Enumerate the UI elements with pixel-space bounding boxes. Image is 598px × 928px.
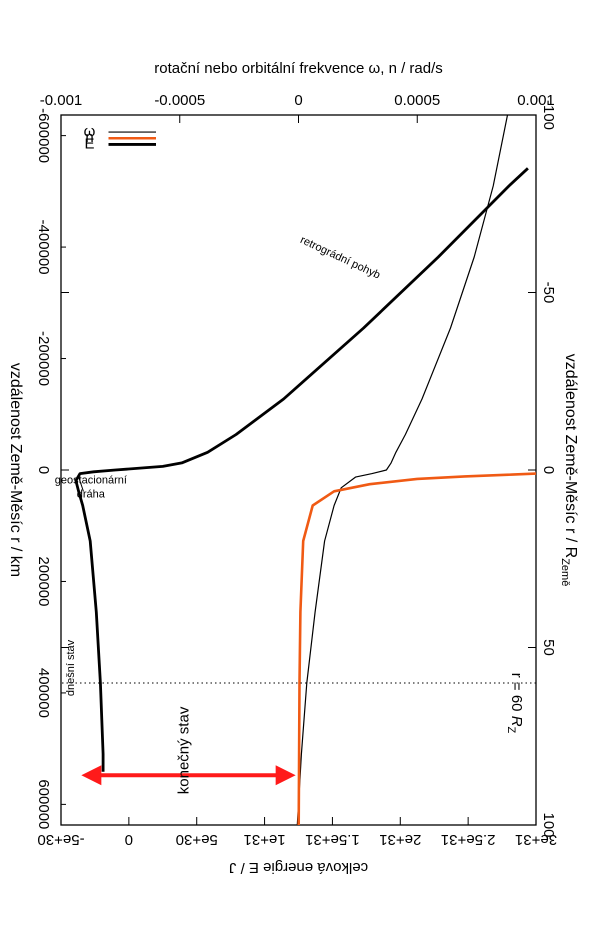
tick-label-frequency: 0.001 — [517, 92, 555, 109]
tick-label-frequency: -0.001 — [40, 92, 83, 109]
final-state-label: konečný stav — [176, 706, 193, 794]
geostationary-pointer — [77, 474, 84, 492]
tick-label-r-km: 0 — [35, 466, 52, 474]
tick-label-energy: 0 — [125, 831, 133, 848]
tick-label-frequency: 0.0005 — [394, 92, 440, 109]
tick-label-r-km: -600000 — [35, 108, 52, 163]
series-line-omega — [296, 114, 509, 826]
geostationary-label-line2: dráha — [77, 488, 106, 500]
axis-title-subscript: Země — [559, 558, 571, 586]
tick-label-r-km: 400000 — [35, 668, 52, 718]
tick-label-energy: -5e+30 — [37, 831, 84, 848]
geostationary-label-line1: geostacionární — [55, 474, 127, 486]
tick-label-r-km: 200000 — [35, 556, 52, 606]
axis-title-r-earth-radii: vzdálenost Země-Měsíc r / RZemě — [559, 354, 579, 587]
legend-label-E: E — [84, 135, 94, 152]
series-line-E — [74, 167, 529, 772]
legend-label-omega: ω — [84, 123, 96, 140]
tick-label-r-earth-radii: -100 — [540, 100, 557, 130]
current-state-label: dnešní stav — [65, 639, 77, 696]
tick-label-energy: 2.5e+31 — [441, 831, 496, 848]
tick-label-frequency: -0.0005 — [154, 92, 205, 109]
tick-label-r-earth-radii: 50 — [540, 639, 557, 656]
tick-label-r-km: -400000 — [35, 220, 52, 275]
tick-label-energy: 1.5e+31 — [305, 831, 360, 848]
series-line-n — [297, 472, 537, 826]
axis-title-energy: celková energie E / J — [229, 859, 368, 876]
tick-label-r-km: -200000 — [35, 331, 52, 386]
lunar-distance-label-r: R — [508, 716, 525, 727]
tick-label-energy: 1e+31 — [244, 831, 286, 848]
final-state-arrowhead-bottom — [81, 765, 102, 786]
axis-title-frequency: rotační nebo orbitální frekvence ω, n / … — [154, 60, 443, 77]
tick-label-energy: 5e+30 — [176, 831, 218, 848]
retrograde-label: retrográdní pohyb — [298, 234, 382, 282]
tick-label-r-km: 600000 — [35, 779, 52, 829]
lunar-distance-label-sub: Z — [505, 727, 517, 734]
tick-label-r-earth-radii: 100 — [540, 812, 557, 837]
lunar-distance-label: r = 60 RZ — [505, 673, 525, 734]
tick-label-energy: 2e+31 — [379, 831, 421, 848]
axis-title-r-km: vzdálenost Země-Měsíc r / km — [7, 363, 24, 577]
final-state-arrowhead-top — [275, 765, 296, 786]
tick-label-r-earth-radii: -50 — [540, 282, 557, 304]
tick-label-energy: 3e+31 — [515, 831, 557, 848]
tick-label-r-earth-radii: 0 — [540, 466, 557, 474]
tick-label-frequency: 0 — [294, 92, 302, 109]
legend-label-n: n — [85, 129, 93, 146]
